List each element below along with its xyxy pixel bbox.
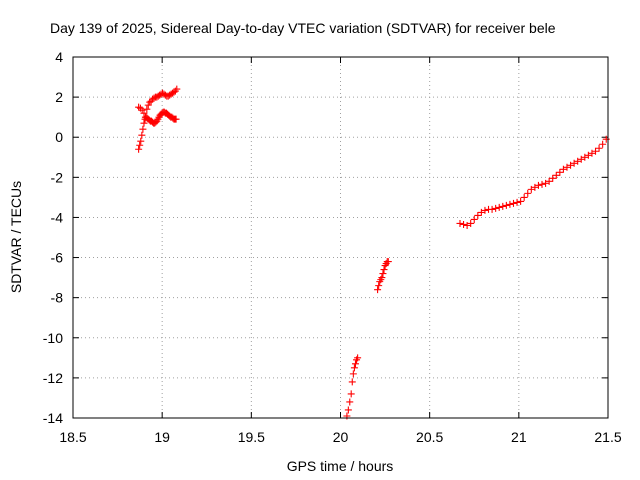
x-tick-label: 20.5 — [416, 429, 443, 445]
y-tick-label: 4 — [55, 49, 63, 65]
data-point-marker — [495, 203, 503, 211]
data-point-marker — [509, 199, 517, 207]
data-point-marker — [524, 189, 532, 197]
y-tick-label: -10 — [43, 330, 63, 346]
data-point-marker — [520, 193, 528, 201]
y-axis-label: SDTVAR / TECUs — [8, 181, 24, 293]
data-point-marker — [481, 206, 489, 214]
data-point-marker — [135, 103, 143, 111]
data-point-marker — [173, 85, 181, 93]
data-point-marker — [602, 135, 610, 143]
data-point-marker — [552, 171, 560, 179]
data-point-marker — [538, 180, 546, 188]
x-axis-tick-labels: 18.5 19 19.5 20 20.5 21 21.5 — [59, 429, 621, 445]
data-point-marker — [349, 370, 357, 378]
data-point-marker — [584, 151, 592, 159]
y-axis-tick-labels: -14 -12 -10 -8 -6 -4 -2 0 2 4 — [43, 49, 63, 426]
data-point-marker — [351, 360, 359, 368]
data-point-marker — [143, 105, 151, 113]
data-point-marker — [347, 390, 355, 398]
x-tick-label: 19 — [154, 429, 170, 445]
data-point-marker — [460, 220, 468, 228]
data-point-marker — [141, 113, 149, 121]
data-point-marker — [138, 131, 146, 139]
data-point-marker — [534, 181, 542, 189]
y-tick-label: -8 — [51, 290, 64, 306]
y-tick-label: -2 — [51, 169, 64, 185]
data-point-marker — [348, 378, 356, 386]
y-tick-label: 0 — [55, 129, 63, 145]
data-points — [135, 85, 610, 420]
data-point-marker — [502, 201, 510, 209]
data-point-marker — [467, 219, 475, 227]
data-point-marker — [592, 147, 600, 155]
chart-title: Day 139 of 2025, Sidereal Day-to-day VTE… — [50, 20, 556, 36]
data-point-marker — [559, 165, 567, 173]
data-point-marker — [140, 109, 148, 117]
data-point-marker — [137, 137, 145, 145]
data-point-marker — [456, 219, 464, 227]
y-tick-label: -4 — [51, 209, 64, 225]
data-point-marker — [470, 215, 478, 223]
data-point-marker — [499, 202, 507, 210]
grid-lines — [73, 57, 608, 418]
data-point-marker — [140, 119, 148, 127]
x-tick-label: 19.5 — [238, 429, 265, 445]
data-point-marker — [136, 141, 144, 149]
data-point-marker — [581, 153, 589, 161]
x-tick-label: 21 — [511, 429, 527, 445]
data-point-marker — [545, 177, 553, 185]
data-point-marker — [588, 149, 596, 157]
data-point-marker — [139, 125, 147, 133]
y-tick-label: -14 — [43, 410, 63, 426]
data-point-marker — [570, 159, 578, 167]
data-point-marker — [344, 406, 352, 414]
x-tick-label: 21.5 — [594, 429, 621, 445]
plot-frame — [72, 56, 609, 419]
data-point-marker — [549, 174, 557, 182]
data-point-marker — [599, 140, 607, 148]
data-point-marker — [488, 205, 496, 213]
data-point-marker — [350, 364, 358, 372]
data-point-marker — [574, 157, 582, 165]
data-point-marker — [477, 208, 485, 216]
data-point-marker — [375, 282, 383, 290]
data-point-marker — [492, 204, 500, 212]
x-tick-label: 18.5 — [59, 429, 86, 445]
data-point-marker — [531, 183, 539, 191]
data-point-marker — [346, 398, 354, 406]
data-point-marker — [517, 197, 525, 205]
data-point-marker — [379, 270, 387, 278]
data-point-marker — [506, 200, 514, 208]
data-point-marker — [380, 266, 388, 274]
data-point-marker — [542, 179, 550, 187]
data-point-marker — [172, 115, 180, 123]
data-point-marker — [577, 155, 585, 163]
data-point-marker — [527, 185, 535, 193]
x-axis-label: GPS time / hours — [287, 458, 394, 474]
y-tick-label: 2 — [55, 89, 63, 105]
data-point-marker — [135, 145, 143, 153]
data-point-marker — [384, 258, 392, 266]
x-tick-label: 20 — [333, 429, 349, 445]
data-point-marker — [144, 101, 152, 109]
data-point-marker — [463, 221, 471, 229]
data-point-marker — [354, 354, 362, 362]
y-tick-label: -6 — [51, 250, 64, 266]
data-point-marker — [563, 163, 571, 171]
data-point-marker — [513, 198, 521, 206]
data-point-marker — [595, 144, 603, 152]
data-point-marker — [474, 211, 482, 219]
data-point-marker — [378, 274, 386, 282]
y-tick-label: -12 — [43, 370, 63, 386]
data-point-marker — [567, 161, 575, 169]
data-point-marker — [556, 168, 564, 176]
data-point-marker — [374, 286, 382, 294]
